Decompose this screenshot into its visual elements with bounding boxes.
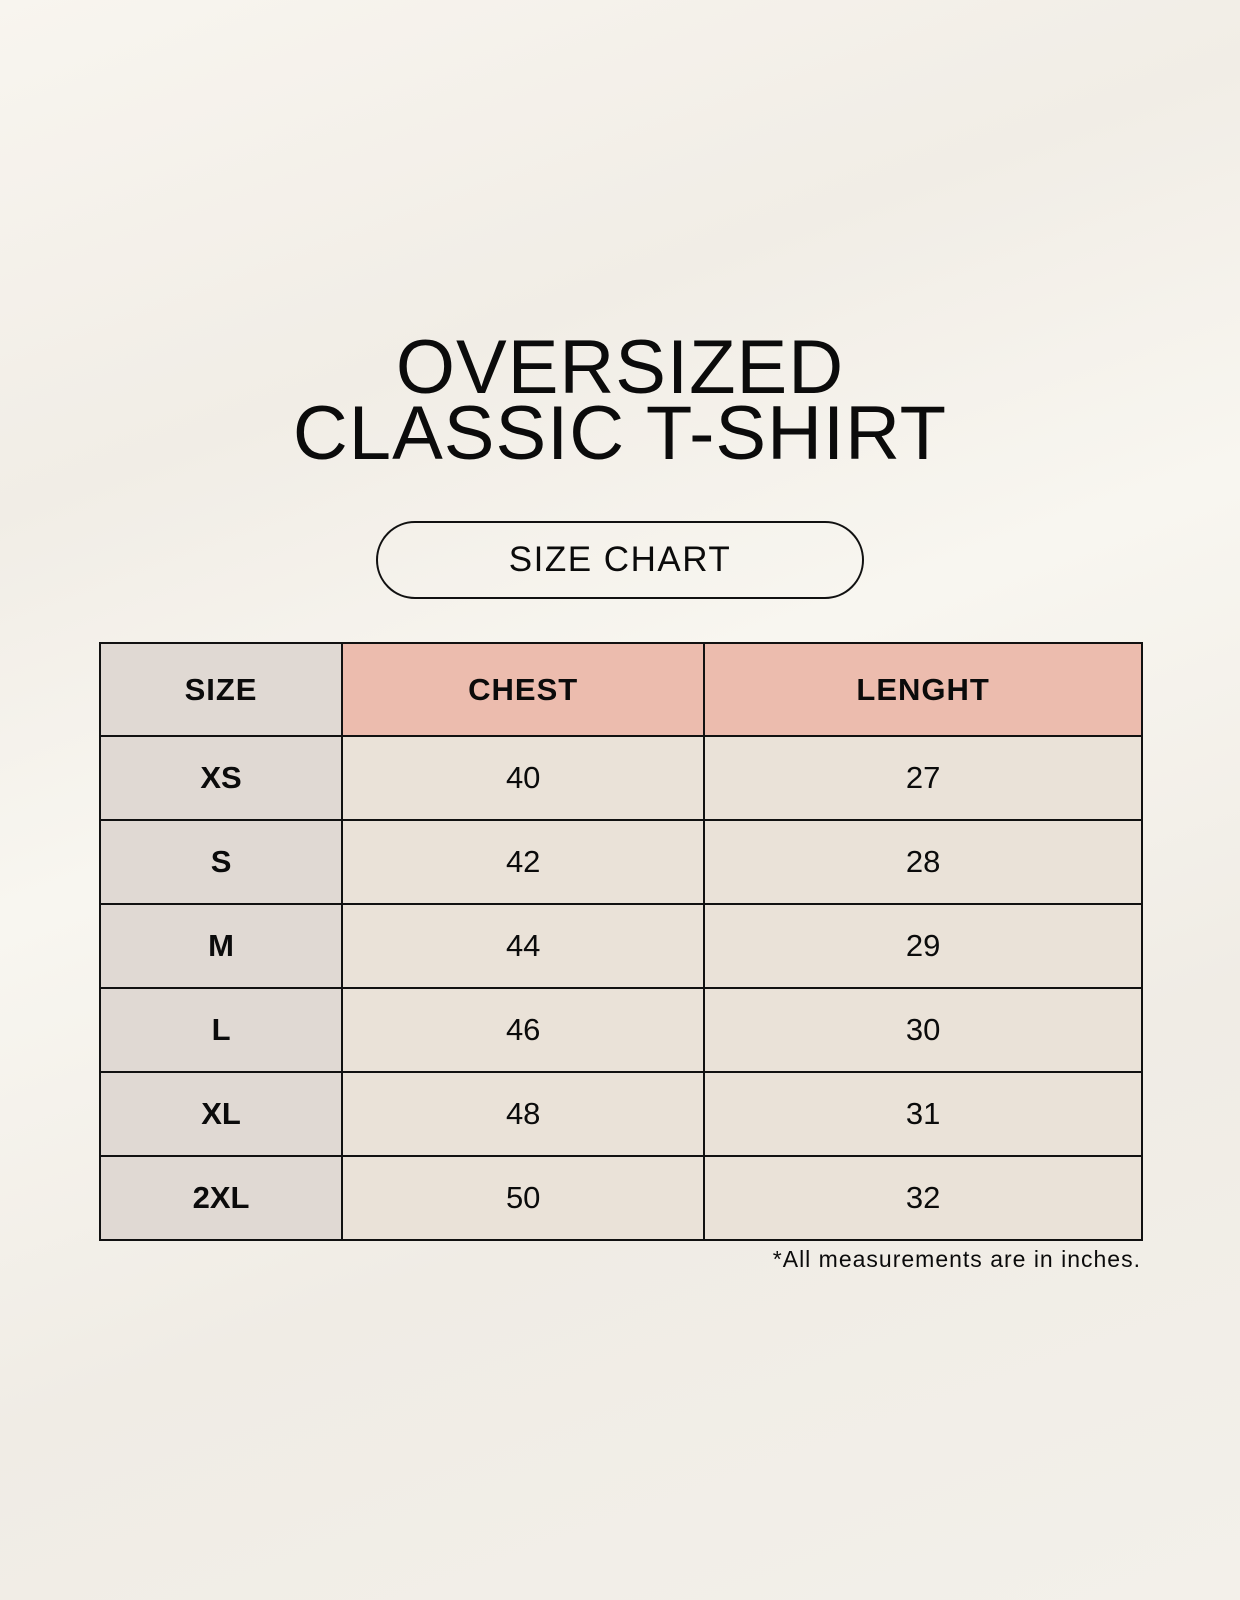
chest-cell: 48 [341,1071,706,1157]
table-header-row: SIZE CHEST LENGHT [98,642,1143,737]
size-cell: M [98,903,344,989]
measurement-note: *All measurements are in inches. [772,1246,1141,1272]
length-cell: 30 [703,987,1143,1073]
length-cell: 32 [703,1155,1143,1241]
table-row: L 46 30 [98,987,1143,1073]
length-cell: 27 [703,735,1143,821]
page-title: OVERSIZED CLASSIC T-SHIRT [0,325,1240,476]
chest-cell: 44 [341,903,706,989]
size-cell: 2XL [98,1155,344,1241]
header-chest: CHEST [341,642,706,737]
length-cell: 29 [703,903,1143,989]
chest-cell: 42 [341,819,706,905]
header-length: LENGHT [703,642,1143,737]
size-cell: XL [98,1071,344,1157]
length-cell: 31 [703,1071,1143,1157]
size-cell: L [98,987,344,1073]
table-row: 2XL 50 32 [98,1155,1143,1241]
chest-cell: 40 [341,735,706,821]
table-row: XS 40 27 [98,735,1143,821]
table-row: S 42 28 [98,819,1143,905]
size-cell: S [98,819,344,905]
table-row: M 44 29 [98,903,1143,989]
length-cell: 28 [703,819,1143,905]
size-cell: XS [98,735,344,821]
title-line-2: CLASSIC T-SHIRT [292,391,948,476]
header-size: SIZE [98,642,344,737]
chest-cell: 46 [341,987,706,1073]
title-line-1: OVERSIZED [395,325,845,410]
size-chart-badge: SIZE CHART [376,521,864,599]
size-table: SIZE CHEST LENGHT XS 40 27 S 42 28 M 44 29 L 46… [98,642,1143,1241]
chest-cell: 50 [341,1155,706,1241]
table-row: XL 48 31 [98,1071,1143,1157]
